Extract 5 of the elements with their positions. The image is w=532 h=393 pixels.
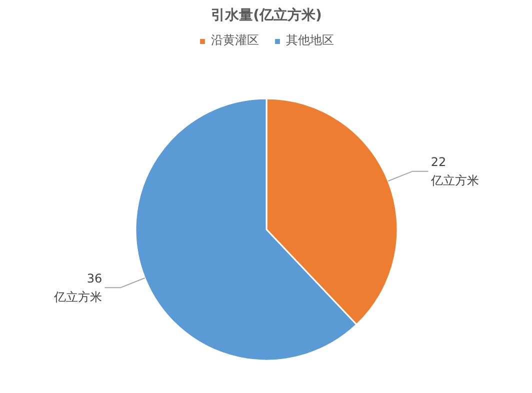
legend-label: 沿黄灌区 xyxy=(211,32,259,49)
data-label: 36 亿立方米 xyxy=(53,272,102,304)
data-label: 22 亿立方米 xyxy=(430,155,479,188)
chart-title: 引水量(亿立方米) xyxy=(211,6,322,24)
legend-label: 其他地区 xyxy=(286,32,334,49)
